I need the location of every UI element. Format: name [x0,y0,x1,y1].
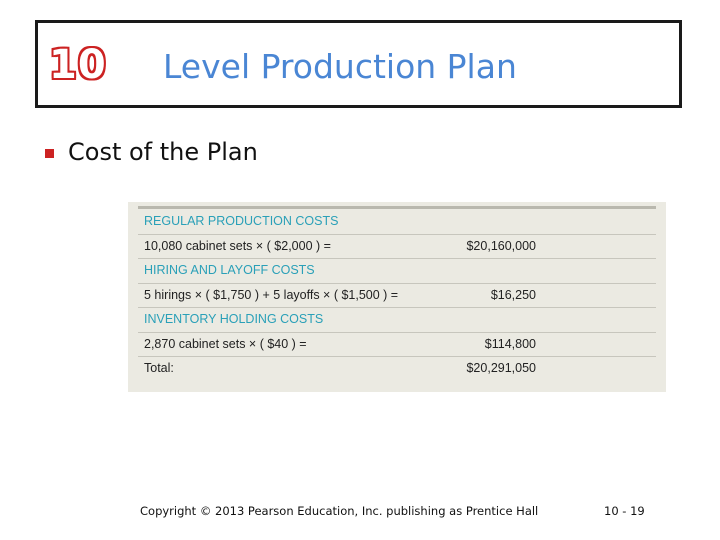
total-label: Total: [144,361,174,375]
row-description: HIRING AND LAYOFF COSTS [144,263,315,277]
row-description: INVENTORY HOLDING COSTS [144,312,324,326]
table-row: 10,080 cabinet sets × ( $2,000 ) = $20,1… [138,235,656,259]
row-amount: $20,160,000 [466,238,536,253]
table-row-section-header: HIRING AND LAYOFF COSTS [138,259,656,284]
bullet-text: Cost of the Plan [68,138,258,166]
table-row-section-header: INVENTORY HOLDING COSTS [138,308,656,333]
row-description: REGULAR PRODUCTION COSTS [144,214,339,228]
cost-table: REGULAR PRODUCTION COSTS 10,080 cabinet … [128,202,666,392]
row-description: 5 hirings × ( $1,750 ) + 5 layoffs × ( $… [144,287,399,302]
total-amount: $20,291,050 [466,361,536,375]
chapter-number: 10 [49,42,107,88]
footer-page-number: 10 - 19 [604,504,645,518]
table-row-section-header: REGULAR PRODUCTION COSTS [138,210,656,235]
row-description: 2,870 cabinet sets × ( $40 ) = [144,336,307,351]
row-amount: $114,800 [484,336,536,351]
table-row: 5 hirings × ( $1,750 ) + 5 layoffs × ( $… [138,284,656,308]
footer-copyright: Copyright © 2013 Pearson Education, Inc.… [140,504,539,518]
bullet-item: Cost of the Plan [45,136,258,168]
row-description: 10,080 cabinet sets × ( $2,000 ) = [144,238,331,253]
slide-title: Level Production Plan [163,47,517,86]
table-row: 2,870 cabinet sets × ( $40 ) = $114,800 [138,333,656,357]
title-box: 10 Level Production Plan [35,20,682,108]
table-top-rule [138,206,656,209]
table-row-total: Total: $20,291,050 [138,357,656,381]
row-amount: $16,250 [490,287,536,302]
square-bullet-icon [45,148,54,158]
